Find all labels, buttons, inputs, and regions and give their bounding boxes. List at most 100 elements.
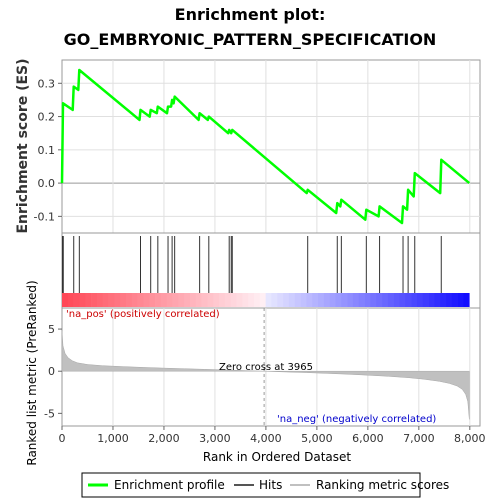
ranking-color-cell bbox=[318, 293, 325, 307]
ranking-color-cell bbox=[73, 293, 80, 307]
x-tick-label: 7,000 bbox=[403, 432, 435, 445]
x-ticks: 0 1,000 2,000 3,000 4,000 5,000 6,000 7,000 8,00… bbox=[59, 426, 486, 445]
ranking-color-cell bbox=[376, 293, 383, 307]
es-y-tick-label: 0.0 bbox=[38, 177, 56, 190]
ranking-color-cell bbox=[277, 293, 284, 307]
x-tick-label: 4,000 bbox=[250, 432, 282, 445]
ranking-color-cell bbox=[300, 293, 307, 307]
ranking-color-cell bbox=[352, 293, 360, 307]
ranking-color-cell bbox=[155, 293, 162, 307]
ranking-y-tick-label: 5 bbox=[48, 323, 55, 336]
legend-label-hits: Hits bbox=[259, 478, 282, 492]
x-tick-label: 3,000 bbox=[199, 432, 231, 445]
ranking-color-cell bbox=[85, 293, 92, 307]
legend: Enrichment profile Hits Ranking metric s… bbox=[81, 472, 449, 498]
ranking-y-tick-label: -5 bbox=[44, 407, 55, 420]
chart-title-line2: GO_EMBRYONIC_PATTERN_SPECIFICATION bbox=[64, 30, 437, 49]
ranking-color-cell bbox=[62, 293, 69, 307]
neg-annotation: 'na_neg' (negatively correlated) bbox=[277, 414, 436, 425]
ranking-color-cell bbox=[382, 293, 389, 307]
ranking-color-cell bbox=[137, 293, 144, 307]
ranking-color-cell bbox=[120, 293, 127, 307]
enrichment-profile-line bbox=[60, 68, 471, 225]
ranking-color-cell bbox=[114, 293, 121, 307]
ranking-color-cell bbox=[364, 293, 371, 307]
ranking-color-cell bbox=[422, 293, 429, 307]
ranking-color-cell bbox=[294, 293, 301, 307]
legend-label-ranking-metric: Ranking metric scores bbox=[316, 478, 449, 492]
ranking-color-cell bbox=[131, 293, 138, 307]
ranking-color-cell bbox=[201, 293, 208, 307]
ranking-color-cell bbox=[434, 293, 441, 307]
ranking-color-cell bbox=[108, 293, 115, 307]
ranking-color-cell bbox=[341, 293, 348, 307]
ranking-color-cell bbox=[259, 293, 266, 307]
chart-title-line1: Enrichment plot: bbox=[175, 5, 326, 24]
ranking-color-cell bbox=[213, 293, 220, 307]
ranking-color-cell bbox=[96, 293, 104, 307]
ranking-color-cell bbox=[463, 293, 470, 307]
es-y-tick-label: 0.1 bbox=[38, 144, 56, 157]
ranking-color-cell bbox=[416, 293, 424, 307]
ranking-color-cell bbox=[329, 293, 336, 307]
ranking-color-cell bbox=[166, 293, 173, 307]
ranking-metric-area bbox=[61, 330, 470, 420]
ranking-color-cell bbox=[288, 293, 296, 307]
x-tick-label: 8,000 bbox=[454, 432, 486, 445]
ranking-color-cell bbox=[184, 293, 191, 307]
ranking-color-cell bbox=[347, 293, 354, 307]
ranking-color-cell bbox=[393, 293, 400, 307]
ranking-color-cell bbox=[306, 293, 313, 307]
x-tick-label: 5,000 bbox=[301, 432, 333, 445]
es-grid bbox=[62, 60, 480, 233]
ranking-color-cell bbox=[358, 293, 365, 307]
ranking-color-cell bbox=[370, 293, 377, 307]
ranking-y-tick-label: 0 bbox=[48, 365, 55, 378]
ranking-color-cell bbox=[143, 293, 150, 307]
es-y-tick-label: 0.3 bbox=[38, 77, 56, 90]
ranking-color-cell bbox=[312, 293, 319, 307]
ranking-color-cell bbox=[283, 293, 290, 307]
ranking-color-cell bbox=[323, 293, 330, 307]
ranking-color-cell bbox=[399, 293, 406, 307]
ranking-color-cell bbox=[219, 293, 226, 307]
ranking-color-cell bbox=[387, 293, 394, 307]
ranking-color-cell bbox=[190, 293, 197, 307]
ranking-y-axis-title: Ranked list metric (PreRanked) bbox=[25, 280, 39, 465]
ranking-color-cell bbox=[79, 293, 86, 307]
ranking-color-cell bbox=[405, 293, 412, 307]
ranking-color-cell bbox=[428, 293, 435, 307]
x-axis-title: Rank in Ordered Dataset bbox=[203, 450, 351, 464]
es-y-axis-title: Enrichment score (ES) bbox=[15, 58, 31, 233]
pos-annotation: 'na_pos' (positively correlated) bbox=[66, 309, 220, 320]
ranking-color-band bbox=[62, 293, 470, 307]
ranking-color-cell bbox=[254, 293, 261, 307]
ranking-color-cell bbox=[236, 293, 243, 307]
es-y-tick-label: -0.1 bbox=[34, 210, 55, 223]
ranking-color-cell bbox=[160, 293, 168, 307]
ranking-color-cell bbox=[271, 293, 278, 307]
ranking-color-cell bbox=[149, 293, 156, 307]
ranking-color-cell bbox=[126, 293, 133, 307]
ranking-color-cell bbox=[265, 293, 272, 307]
ranking-color-cell bbox=[178, 293, 185, 307]
zero-cross-annotation: Zero cross at 3965 bbox=[219, 362, 313, 373]
ranking-color-cell bbox=[411, 293, 418, 307]
ranking-color-cell bbox=[195, 293, 202, 307]
ranking-color-cell bbox=[230, 293, 237, 307]
ranking-color-cell bbox=[242, 293, 249, 307]
ranking-color-cell bbox=[457, 293, 464, 307]
es-y-ticks: -0.1 0.0 0.1 0.2 0.3 bbox=[34, 77, 62, 223]
ranking-color-cell bbox=[451, 293, 458, 307]
ranking-color-cell bbox=[207, 293, 214, 307]
x-tick-label: 6,000 bbox=[352, 432, 384, 445]
ranking-color-cell bbox=[224, 293, 232, 307]
es-panel-frame bbox=[61, 59, 481, 234]
hit-marks bbox=[62, 236, 442, 293]
ranking-color-cell bbox=[335, 293, 342, 307]
ranking-color-cell bbox=[446, 293, 453, 307]
ranking-color-cell bbox=[248, 293, 255, 307]
ranking-color-cell bbox=[172, 293, 179, 307]
x-tick-label: 0 bbox=[59, 432, 66, 445]
